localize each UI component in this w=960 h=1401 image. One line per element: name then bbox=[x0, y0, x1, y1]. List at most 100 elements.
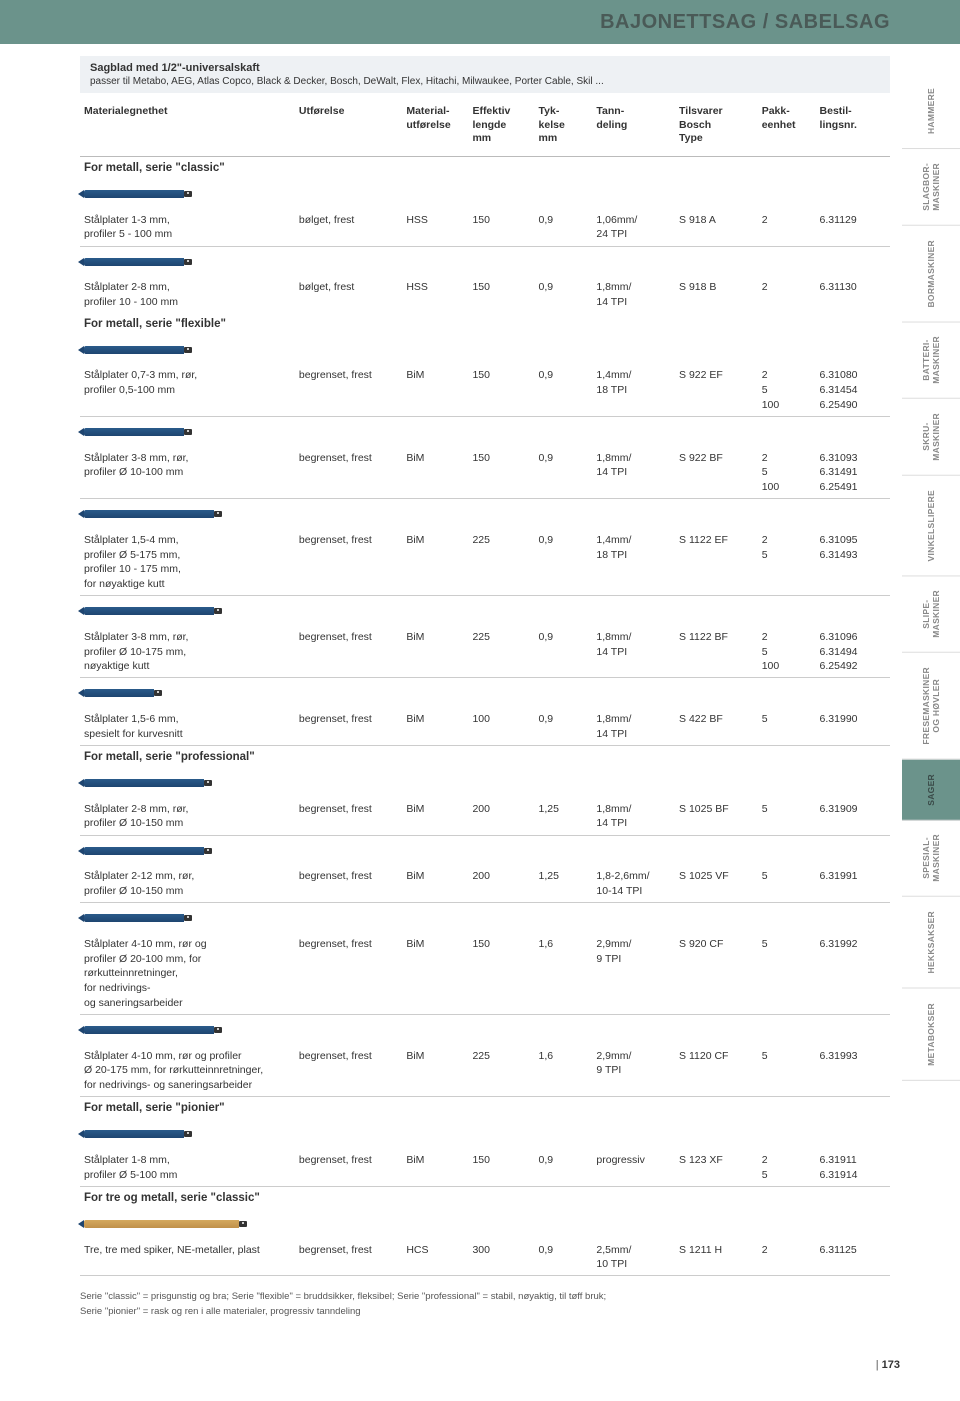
cell-c4: 150 bbox=[468, 1150, 534, 1185]
section-heading: For metall, serie "flexible" bbox=[80, 313, 890, 335]
cell-c5: 1,6 bbox=[535, 934, 593, 1013]
cell-c2: begrenset, frest bbox=[295, 1150, 402, 1185]
cell-c2: begrenset, frest bbox=[295, 1240, 402, 1275]
blade-image-row bbox=[80, 835, 890, 866]
col-teeth: Tann- deling bbox=[592, 101, 675, 156]
cell-c8: 2 bbox=[758, 1240, 816, 1275]
cell-c1: Stålplater 3-8 mm, rør, profiler Ø 10-17… bbox=[80, 627, 295, 677]
main-content: Sagblad med 1/2"-universalskaft passer t… bbox=[0, 44, 902, 1339]
cell-c7: S 123 XF bbox=[675, 1150, 758, 1185]
cell-c3: HCS bbox=[402, 1240, 468, 1275]
saw-blade-icon bbox=[84, 507, 222, 521]
cell-c9: 6.31911 6.31914 bbox=[816, 1150, 890, 1185]
col-order: Bestil- lingsnr. bbox=[816, 101, 890, 156]
cell-c2: begrenset, frest bbox=[295, 934, 402, 1013]
side-tab[interactable]: SPESIAL- MASKINER bbox=[902, 820, 960, 897]
cell-c6: 1,8mm/ 14 TPI bbox=[592, 627, 675, 677]
cell-c4: 150 bbox=[468, 210, 534, 245]
cell-c5: 1,25 bbox=[535, 799, 593, 834]
cell-c6: 2,9mm/ 9 TPI bbox=[592, 1046, 675, 1096]
side-tab[interactable]: METABOKSER bbox=[902, 989, 960, 1081]
cell-c9: 6.31125 bbox=[816, 1240, 890, 1275]
cell-c6: 1,06mm/ 24 TPI bbox=[592, 210, 675, 245]
saw-blade-icon bbox=[84, 1023, 222, 1037]
side-tab[interactable]: HAMMERE bbox=[902, 74, 960, 149]
cell-c6: 1,4mm/ 18 TPI bbox=[592, 530, 675, 595]
saw-blade-icon bbox=[84, 686, 162, 700]
cell-c9: 6.31129 bbox=[816, 210, 890, 245]
intro-box: Sagblad med 1/2"-universalskaft passer t… bbox=[80, 56, 890, 93]
cell-c5: 0,9 bbox=[535, 709, 593, 744]
page-number: | 173 bbox=[0, 1339, 960, 1401]
cell-c8: 2 bbox=[758, 277, 816, 312]
cell-c8: 5 bbox=[758, 934, 816, 1013]
cell-c9: 6.31993 bbox=[816, 1046, 890, 1096]
table-row: Stålplater 0,7-3 mm, rør, profiler 0,5-1… bbox=[80, 365, 890, 415]
cell-c5: 1,25 bbox=[535, 866, 593, 901]
col-length: Effektiv lengde mm bbox=[468, 101, 534, 156]
cell-c2: begrenset, frest bbox=[295, 866, 402, 901]
cell-c7: S 1025 BF bbox=[675, 799, 758, 834]
cell-c8: 2 5 bbox=[758, 1150, 816, 1185]
saw-blade-icon bbox=[84, 187, 192, 201]
cell-c1: Stålplater 3-8 mm, rør, profiler Ø 10-10… bbox=[80, 448, 295, 498]
cell-c5: 0,9 bbox=[535, 277, 593, 312]
cell-c4: 150 bbox=[468, 448, 534, 498]
cell-c3: BiM bbox=[402, 866, 468, 901]
cell-c1: Stålplater 4-10 mm, rør og profiler Ø 20… bbox=[80, 1046, 295, 1096]
side-tab[interactable]: BATTERI- MASKINER bbox=[902, 322, 960, 399]
table-row: Stålplater 2-12 mm, rør, profiler Ø 10-1… bbox=[80, 866, 890, 901]
side-tab[interactable]: SAGER bbox=[902, 760, 960, 821]
table-row: Stålplater 3-8 mm, rør, profiler Ø 10-10… bbox=[80, 448, 890, 498]
cell-c2: begrenset, frest bbox=[295, 530, 402, 595]
blade-image-row bbox=[80, 678, 890, 709]
cell-c2: begrenset, frest bbox=[295, 709, 402, 744]
cell-c1: Stålplater 1,5-4 mm, profiler Ø 5-175 mm… bbox=[80, 530, 295, 595]
blade-image-row bbox=[80, 1119, 890, 1150]
cell-c4: 225 bbox=[468, 627, 534, 677]
cell-c2: bølget, frest bbox=[295, 277, 402, 312]
side-tab[interactable]: SLAGBOR- MASKINER bbox=[902, 149, 960, 226]
table-row: Stålplater 4-10 mm, rør og profiler Ø 20… bbox=[80, 1046, 890, 1096]
cell-c7: S 920 CF bbox=[675, 934, 758, 1013]
section-heading: For metall, serie "classic" bbox=[80, 156, 890, 179]
cell-c4: 225 bbox=[468, 1046, 534, 1096]
cell-c1: Stålplater 1-8 mm, profiler Ø 5-100 mm bbox=[80, 1150, 295, 1185]
cell-c6: 1,8mm/ 14 TPI bbox=[592, 448, 675, 498]
side-tab[interactable]: HEKKSAKSER bbox=[902, 897, 960, 989]
side-tab[interactable]: BORMASKINER bbox=[902, 226, 960, 323]
side-tab[interactable]: FRESEMASKINER OG HØVLER bbox=[902, 653, 960, 760]
table-row: Stålplater 2-8 mm, rør, profiler Ø 10-15… bbox=[80, 799, 890, 834]
col-execution: Utførelse bbox=[295, 101, 402, 156]
saw-blade-icon bbox=[84, 1127, 192, 1141]
cell-c9: 6.31095 6.31493 bbox=[816, 530, 890, 595]
cell-c7: S 422 BF bbox=[675, 709, 758, 744]
spec-table: Materialegnethet Utførelse Material- utf… bbox=[80, 101, 890, 1276]
cell-c4: 150 bbox=[468, 277, 534, 312]
cell-c5: 0,9 bbox=[535, 210, 593, 245]
col-bosch: Tilsvarer Bosch Type bbox=[675, 101, 758, 156]
table-row: Stålplater 1-8 mm, profiler Ø 5-100 mmbe… bbox=[80, 1150, 890, 1185]
cell-c4: 100 bbox=[468, 709, 534, 744]
intro-title: Sagblad med 1/2"-universalskaft bbox=[90, 62, 880, 74]
cell-c5: 0,9 bbox=[535, 627, 593, 677]
side-tab[interactable]: VINKELSLIPERE bbox=[902, 476, 960, 576]
table-row: Stålplater 1,5-4 mm, profiler Ø 5-175 mm… bbox=[80, 530, 890, 595]
col-matexec: Material- utførelse bbox=[402, 101, 468, 156]
cell-c6: 1,8mm/ 14 TPI bbox=[592, 277, 675, 312]
cell-c4: 300 bbox=[468, 1240, 534, 1275]
col-thickness: Tyk- kelse mm bbox=[535, 101, 593, 156]
cell-c5: 1,6 bbox=[535, 1046, 593, 1096]
side-tab[interactable]: SLIPE- MASKINER bbox=[902, 576, 960, 653]
cell-c1: Stålplater 2-8 mm, rør, profiler Ø 10-15… bbox=[80, 799, 295, 834]
col-pack: Pakk- eenhet bbox=[758, 101, 816, 156]
cell-c8: 5 bbox=[758, 709, 816, 744]
table-row: Stålplater 3-8 mm, rør, profiler Ø 10-17… bbox=[80, 627, 890, 677]
cell-c9: 6.31093 6.31491 6.25491 bbox=[816, 448, 890, 498]
table-row: Stålplater 1-3 mm, profiler 5 - 100 mmbø… bbox=[80, 210, 890, 245]
saw-blade-icon bbox=[84, 1217, 247, 1231]
page-title: BAJONETTSAG / SABELSAG bbox=[600, 11, 890, 34]
side-tab[interactable]: SKRU- MASKINER bbox=[902, 399, 960, 476]
cell-c8: 2 5 bbox=[758, 530, 816, 595]
cell-c8: 2 5 100 bbox=[758, 627, 816, 677]
